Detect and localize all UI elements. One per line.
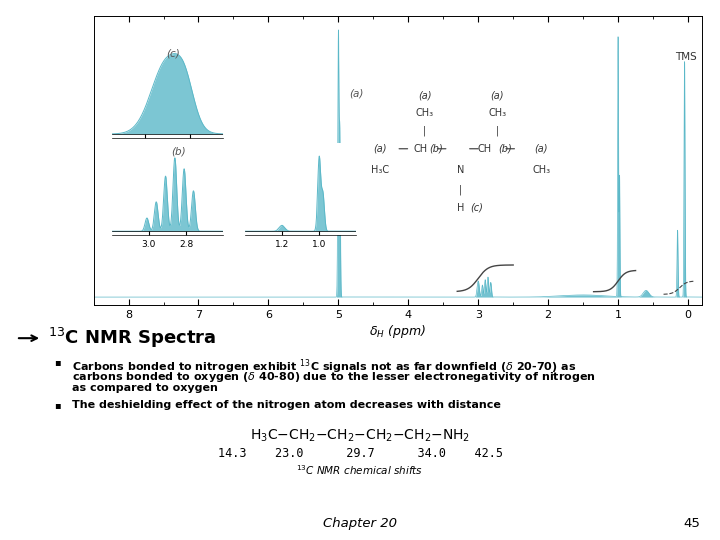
Text: (b): (b) — [430, 144, 444, 154]
Text: H$_3$C$-$CH$_2$$-$CH$_2$$-$CH$_2$$-$CH$_2$$-$NH$_2$: H$_3$C$-$CH$_2$$-$CH$_2$$-$CH$_2$$-$CH$_… — [250, 428, 470, 444]
Text: 14.3    23.0      29.7      34.0    42.5: 14.3 23.0 29.7 34.0 42.5 — [217, 447, 503, 460]
Text: (b): (b) — [171, 146, 186, 156]
Text: CH: CH — [413, 144, 428, 154]
Text: (a): (a) — [374, 144, 387, 154]
Text: CH₃: CH₃ — [532, 165, 551, 175]
Text: Carbons bonded to nitrogen exhibit $^{13}$C signals not as far downfield ($\delt: Carbons bonded to nitrogen exhibit $^{13… — [72, 357, 576, 376]
Text: (c): (c) — [470, 202, 483, 213]
Text: $^{13}$C NMR chemical shifts: $^{13}$C NMR chemical shifts — [297, 463, 423, 477]
Text: as compared to oxygen: as compared to oxygen — [72, 383, 218, 393]
Text: (a): (a) — [349, 89, 363, 98]
Text: |: | — [423, 126, 426, 136]
Text: |: | — [459, 185, 462, 195]
Text: CH₃: CH₃ — [488, 108, 506, 118]
Text: ▪: ▪ — [54, 357, 60, 367]
Text: H₃C: H₃C — [371, 165, 390, 175]
Text: (b): (b) — [498, 144, 512, 154]
Text: $^{13}$C NMR Spectra: $^{13}$C NMR Spectra — [48, 326, 216, 350]
Text: (a): (a) — [418, 90, 431, 100]
Text: (c): (c) — [166, 49, 180, 59]
Text: N: N — [457, 165, 464, 175]
Text: carbons bonded to oxygen ($\delta$ 40-80) due to the lesser electronegativity of: carbons bonded to oxygen ($\delta$ 40-80… — [72, 370, 596, 384]
Text: TMS: TMS — [675, 52, 697, 62]
Text: (a): (a) — [535, 144, 548, 154]
Text: ▪: ▪ — [54, 400, 60, 410]
Text: |: | — [495, 126, 499, 136]
X-axis label: $\delta_H$ (ppm): $\delta_H$ (ppm) — [369, 323, 426, 340]
Text: (a): (a) — [490, 90, 504, 100]
Text: Chapter 20: Chapter 20 — [323, 517, 397, 530]
Text: H: H — [457, 202, 464, 213]
Text: CH₃: CH₃ — [415, 108, 433, 118]
Text: CH: CH — [478, 144, 492, 154]
Text: 45: 45 — [683, 517, 700, 530]
Text: The deshielding effect of the nitrogen atom decreases with distance: The deshielding effect of the nitrogen a… — [72, 400, 501, 410]
